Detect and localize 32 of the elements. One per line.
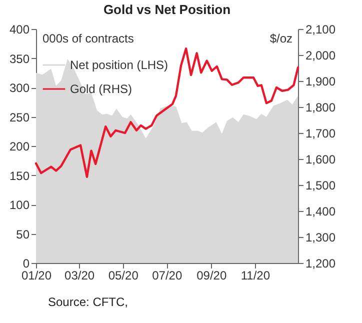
y2-tick-label: 1,400	[306, 204, 336, 218]
line-series	[34, 47, 300, 178]
y2-tick-label: 1,800	[306, 100, 336, 114]
y2-tick-label: 1,900	[306, 74, 336, 88]
y2-tick-label: 1,700	[306, 126, 336, 140]
y2-tick-label: 2,000	[306, 48, 336, 62]
y2-tick-label: 1,200	[306, 256, 336, 270]
y-tick-label: 400	[9, 22, 30, 36]
y2-axis-title: $/oz	[270, 32, 292, 46]
legend-label: Net position (LHS)	[70, 58, 168, 72]
source-note: Source: CFTC,	[48, 295, 130, 309]
y2-tick-label: 2,100	[306, 22, 336, 36]
y-tick-label: 200	[9, 140, 30, 154]
y2-tick-label: 1,500	[306, 178, 336, 192]
x-tick-label: 11/20	[240, 268, 270, 282]
y2-tick-label: 1,300	[306, 230, 336, 244]
y-tick-label: 300	[9, 81, 30, 95]
x-tick-label: 01/20	[21, 268, 52, 282]
y-tick-label: 150	[9, 168, 30, 183]
x-tick-label: 03/20	[64, 268, 95, 282]
y2-tick-label: 1,600	[306, 152, 336, 166]
x-tick-label: 07/20	[152, 268, 182, 282]
legend-label: Gold (RHS)	[70, 82, 132, 96]
y-tick-label: 50	[16, 227, 30, 242]
x-tick-label: 05/20	[108, 268, 139, 282]
chart-title: Gold vs Net Position	[103, 2, 231, 17]
y-axis-title: 000s of contracts	[42, 32, 134, 46]
y-tick-label: 350	[9, 52, 30, 66]
y-tick-label: 100	[9, 198, 30, 212]
x-tick-label: 09/20	[196, 268, 227, 282]
y-tick-label: 0	[22, 256, 30, 270]
y-tick-label: 250	[9, 110, 30, 124]
